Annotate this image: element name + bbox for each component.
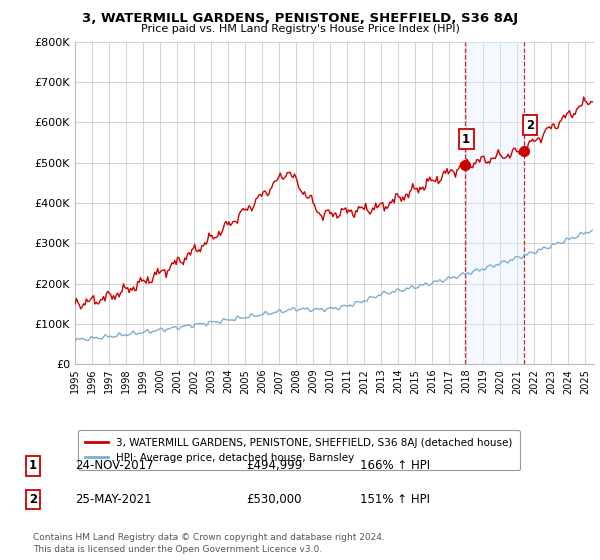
Bar — [464, 42, 524, 364]
Text: Contains HM Land Registry data © Crown copyright and database right 2024.
This d: Contains HM Land Registry data © Crown c… — [33, 533, 385, 554]
Text: 24-NOV-2017: 24-NOV-2017 — [75, 459, 154, 473]
Text: 2: 2 — [29, 493, 37, 506]
Legend: 3, WATERMILL GARDENS, PENISTONE, SHEFFIELD, S36 8AJ (detached house), HPI: Avera: 3, WATERMILL GARDENS, PENISTONE, SHEFFIE… — [77, 431, 520, 470]
Text: 1: 1 — [462, 133, 470, 146]
Text: 166% ↑ HPI: 166% ↑ HPI — [360, 459, 430, 473]
Text: £530,000: £530,000 — [246, 493, 302, 506]
Text: 151% ↑ HPI: 151% ↑ HPI — [360, 493, 430, 506]
Text: 25-MAY-2021: 25-MAY-2021 — [75, 493, 151, 506]
Text: 3, WATERMILL GARDENS, PENISTONE, SHEFFIELD, S36 8AJ: 3, WATERMILL GARDENS, PENISTONE, SHEFFIE… — [82, 12, 518, 25]
Text: 1: 1 — [29, 459, 37, 473]
Text: Price paid vs. HM Land Registry's House Price Index (HPI): Price paid vs. HM Land Registry's House … — [140, 24, 460, 34]
Text: 2: 2 — [526, 119, 534, 132]
Text: £494,999: £494,999 — [246, 459, 302, 473]
